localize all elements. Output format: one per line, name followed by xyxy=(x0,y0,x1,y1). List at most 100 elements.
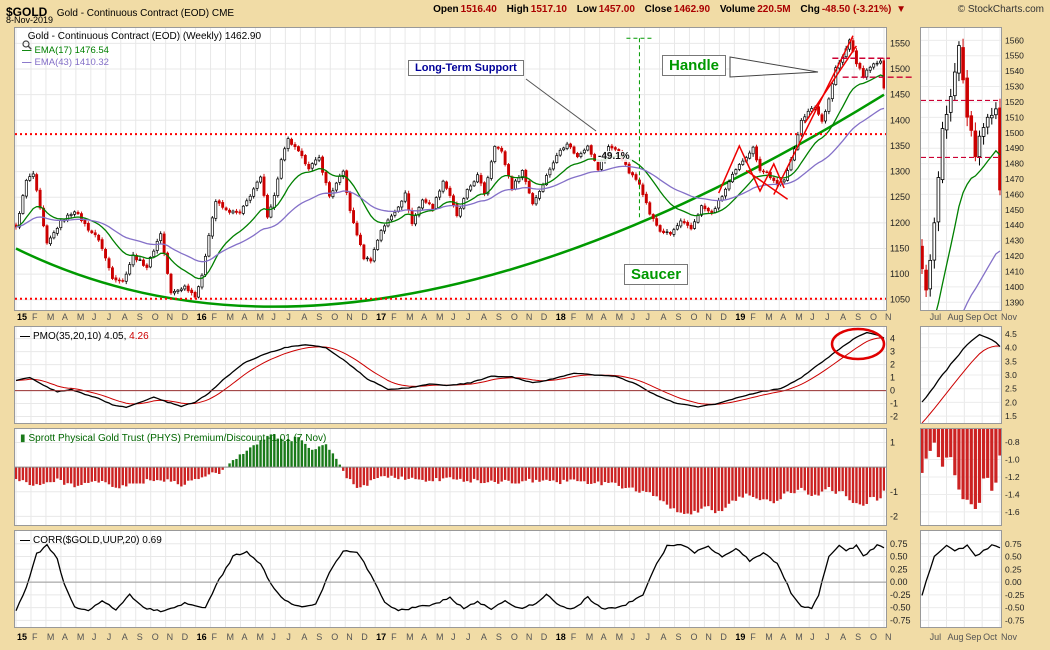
svg-text:S: S xyxy=(316,312,322,322)
svg-text:0: 0 xyxy=(890,386,895,396)
svg-text:1520: 1520 xyxy=(1005,97,1024,107)
pmo-panel-label: — PMO(35,20,10) 4.05, 4.26 xyxy=(20,331,149,342)
svg-text:0.00: 0.00 xyxy=(1005,577,1022,587)
annotation-long-term-support: Long-Term Support xyxy=(408,60,524,76)
svg-text:F: F xyxy=(571,312,577,322)
svg-text:A: A xyxy=(421,312,427,322)
legend-ema43-label: EMA(43) 1410.32 xyxy=(34,57,109,68)
svg-text:1490: 1490 xyxy=(1005,143,1024,153)
corr-label-text: CORR($GOLD,UUP,20) 0.69 xyxy=(33,535,162,546)
svg-text:4.5: 4.5 xyxy=(1005,329,1017,339)
svg-text:M: M xyxy=(256,312,264,322)
price-chart-svg: 1550 1500 1450 1400 1350 1300 1250 1200 1150 1100… xyxy=(14,27,1024,322)
svg-text:N: N xyxy=(705,632,712,642)
corr-line-swatch-icon: — xyxy=(20,535,30,546)
svg-text:A: A xyxy=(601,632,607,642)
svg-text:J: J xyxy=(631,312,636,322)
svg-text:J: J xyxy=(451,632,456,642)
svg-text:Nov: Nov xyxy=(1001,312,1018,322)
open-label: Open xyxy=(433,4,459,15)
svg-text:O: O xyxy=(152,312,159,322)
svg-text:19: 19 xyxy=(735,632,745,642)
svg-text:M: M xyxy=(256,632,264,642)
svg-text:M: M xyxy=(227,632,235,642)
svg-text:M: M xyxy=(616,312,624,322)
phys-premium-chart-svg: 1 -1 -2 -0.8 -1.0 -1.2 -1.4 -1.6 xyxy=(14,428,1020,526)
annotation-handle: Handle xyxy=(662,55,727,76)
svg-text:F: F xyxy=(750,312,756,322)
svg-text:N: N xyxy=(885,312,892,322)
svg-text:J: J xyxy=(810,312,815,322)
svg-text:-0.50: -0.50 xyxy=(1005,603,1025,613)
pmo-line-swatch-icon: — xyxy=(20,331,30,342)
svg-text:3: 3 xyxy=(890,347,895,357)
svg-text:O: O xyxy=(870,312,877,322)
svg-text:Aug: Aug xyxy=(947,632,963,642)
svg-text:M: M xyxy=(765,632,773,642)
svg-text:D: D xyxy=(182,632,189,642)
svg-text:J: J xyxy=(466,632,471,642)
svg-text:M: M xyxy=(47,632,55,642)
svg-text:1550: 1550 xyxy=(890,38,910,48)
svg-text:1390: 1390 xyxy=(1005,297,1024,307)
svg-text:16: 16 xyxy=(197,632,207,642)
svg-text:1300: 1300 xyxy=(890,167,910,177)
svg-text:D: D xyxy=(182,312,189,322)
svg-text:M: M xyxy=(227,312,235,322)
svg-text:A: A xyxy=(481,632,487,642)
ema17-line-swatch-icon: — xyxy=(22,45,32,56)
svg-text:0.50: 0.50 xyxy=(890,552,908,562)
svg-text:Sep: Sep xyxy=(965,312,981,322)
svg-text:J: J xyxy=(271,632,276,642)
svg-text:N: N xyxy=(526,632,533,642)
svg-text:O: O xyxy=(511,632,518,642)
svg-text:-1: -1 xyxy=(890,399,898,409)
svg-text:A: A xyxy=(601,312,607,322)
svg-text:A: A xyxy=(62,632,68,642)
svg-text:F: F xyxy=(750,632,756,642)
svg-text:O: O xyxy=(690,312,697,322)
svg-text:F: F xyxy=(212,312,218,322)
svg-text:1200: 1200 xyxy=(890,218,910,228)
svg-text:A: A xyxy=(301,632,307,642)
svg-text:M: M xyxy=(406,312,414,322)
svg-text:D: D xyxy=(361,632,368,642)
svg-text:18: 18 xyxy=(556,312,566,322)
svg-text:S: S xyxy=(137,312,143,322)
svg-text:1250: 1250 xyxy=(890,192,910,202)
svg-text:M: M xyxy=(795,312,803,322)
svg-text:S: S xyxy=(675,632,681,642)
svg-text:0.00: 0.00 xyxy=(890,577,908,587)
svg-text:D: D xyxy=(720,632,727,642)
svg-text:-0.25: -0.25 xyxy=(1005,590,1025,600)
svg-text:4: 4 xyxy=(890,334,895,344)
svg-text:S: S xyxy=(316,632,322,642)
svg-text:J: J xyxy=(92,312,97,322)
svg-text:-1: -1 xyxy=(890,487,898,497)
svg-text:A: A xyxy=(840,312,846,322)
svg-text:Nov: Nov xyxy=(1001,632,1018,642)
svg-text:O: O xyxy=(511,312,518,322)
svg-text:M: M xyxy=(406,632,414,642)
svg-text:1550: 1550 xyxy=(1005,51,1024,61)
svg-text:A: A xyxy=(780,632,786,642)
high-label: High xyxy=(506,4,529,15)
change-down-arrow-icon: ▼ xyxy=(896,4,906,15)
svg-text:D: D xyxy=(541,312,548,322)
annotation-saucer: Saucer xyxy=(624,264,689,285)
svg-text:N: N xyxy=(167,632,174,642)
svg-text:M: M xyxy=(586,312,594,322)
svg-text:O: O xyxy=(331,312,338,322)
svg-text:2: 2 xyxy=(890,360,895,370)
svg-text:M: M xyxy=(77,632,85,642)
svg-text:F: F xyxy=(571,632,577,642)
svg-text:1410: 1410 xyxy=(1005,266,1024,276)
svg-text:1530: 1530 xyxy=(1005,82,1024,92)
svg-text:-0.50: -0.50 xyxy=(890,603,911,613)
svg-text:D: D xyxy=(720,312,727,322)
svg-text:M: M xyxy=(765,312,773,322)
svg-text:-0.25: -0.25 xyxy=(890,590,911,600)
close-value: 1462.90 xyxy=(673,4,711,15)
svg-text:Aug: Aug xyxy=(947,312,963,322)
